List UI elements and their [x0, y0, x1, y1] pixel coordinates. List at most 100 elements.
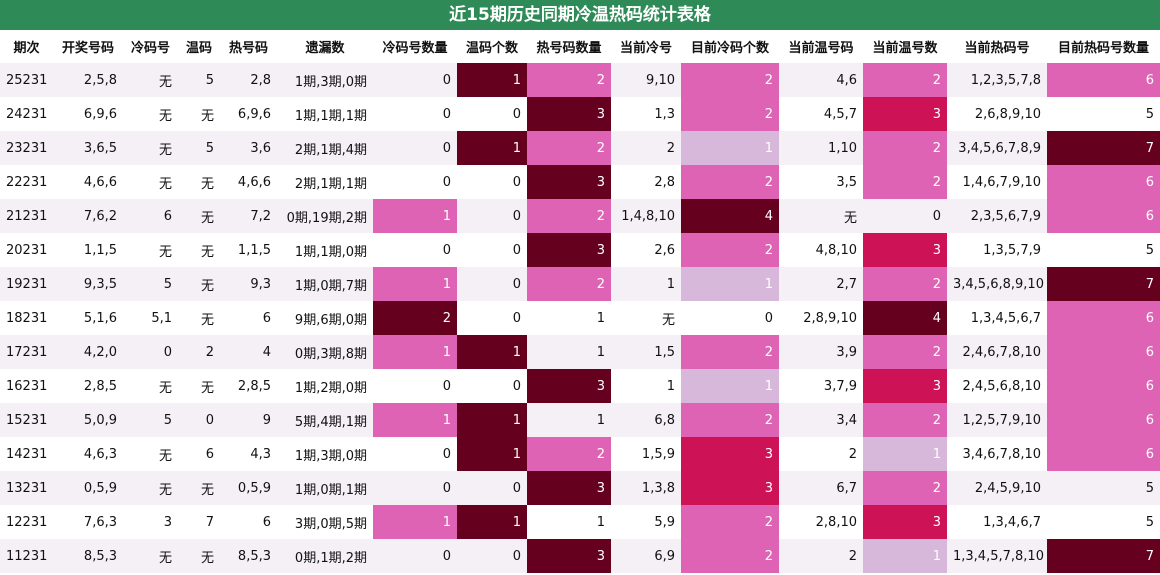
table-cell: 5,9	[611, 505, 681, 539]
table-cell: 4,6,6	[53, 165, 123, 199]
table-cell: 0	[681, 301, 779, 335]
table-cell: 无	[123, 437, 178, 471]
table-cell: 0	[373, 539, 457, 573]
table-cell: 无	[123, 471, 178, 505]
table-cell: 2	[863, 165, 947, 199]
table-cell: 无	[178, 165, 220, 199]
table-cell: 3	[527, 165, 611, 199]
table-cell: 6	[1047, 199, 1160, 233]
table-cell: 2,4,5,9,10	[947, 471, 1047, 505]
table-cell: 1期,2期,0期	[277, 369, 373, 403]
table-cell: 2	[863, 335, 947, 369]
table-cell: 3	[863, 97, 947, 131]
table-cell: 0,5,9	[220, 471, 277, 505]
table-cell: 2	[178, 335, 220, 369]
table-cell: 7	[1047, 539, 1160, 573]
table-cell: 11231	[0, 539, 53, 573]
table-cell: 2	[779, 539, 863, 573]
table-cell: 1	[373, 267, 457, 301]
table-cell: 7	[1047, 267, 1160, 301]
table-row: 19231 9,3,5 5 无 9,3 1期,0期,7期 1 0 2 1 1 2,7 2 3,4,5,6,…	[0, 267, 1160, 301]
table-cell: 2	[681, 165, 779, 199]
table-cell: 2,6	[611, 233, 681, 267]
stats-table: 期次 开奖号码 冷码号 温码 热号码 遗漏数 冷码号数量 温码个数 热号码数量 当前冷号 目前冷码个…	[0, 30, 1160, 573]
table-cell: 1,3,4,5,7,8,10	[947, 539, 1047, 573]
table-cell: 1	[373, 335, 457, 369]
table-cell: 3	[863, 369, 947, 403]
table-cell: 1期,0期,1期	[277, 471, 373, 505]
table-cell: 0	[457, 267, 527, 301]
table-cell: 2	[681, 233, 779, 267]
table-cell: 2,7	[779, 267, 863, 301]
table-cell: 1,2,5,7,9,10	[947, 403, 1047, 437]
table-cell: 2	[681, 403, 779, 437]
table-cell: 2,8,9,10	[779, 301, 863, 335]
table-cell: 4	[681, 199, 779, 233]
table-cell: 3,7,9	[779, 369, 863, 403]
table-cell: 4,5,7	[779, 97, 863, 131]
table-cell: 3	[863, 505, 947, 539]
table-cell: 2,8	[220, 63, 277, 97]
table-cell: 2	[527, 199, 611, 233]
column-header: 当前温号数	[863, 30, 947, 63]
column-header: 当前热码号	[947, 30, 1047, 63]
table-cell: 1	[457, 403, 527, 437]
table-cell: 0期,3期,8期	[277, 335, 373, 369]
column-header: 开奖号码	[53, 30, 123, 63]
table-row: 20231 1,1,5 无无 1,1,5 1期,1期,0期 0 0 3 2,6 2 4,8,10 3 1…	[0, 233, 1160, 267]
table-cell: 5	[178, 63, 220, 97]
table-cell: 2	[863, 131, 947, 165]
table-cell: 1	[611, 369, 681, 403]
table-cell: 3	[527, 233, 611, 267]
table-cell: 5	[1047, 471, 1160, 505]
table-cell: 2期,1期,4期	[277, 131, 373, 165]
table-cell: 16231	[0, 369, 53, 403]
table-cell: 0	[457, 301, 527, 335]
table-cell: 20231	[0, 233, 53, 267]
table-cell: 1	[527, 301, 611, 335]
table-cell: 4	[863, 301, 947, 335]
table-cell: 6	[1047, 369, 1160, 403]
table-cell: 1	[457, 335, 527, 369]
table-cell: 9期,6期,0期	[277, 301, 373, 335]
table-cell: 5	[123, 267, 178, 301]
table-cell: 无	[123, 63, 178, 97]
table-cell: 5,0,9	[53, 403, 123, 437]
table-cell: 无	[178, 97, 220, 131]
table-cell: 6	[1047, 165, 1160, 199]
table-cell: 2	[863, 267, 947, 301]
table-cell: 无	[178, 199, 220, 233]
table-cell: 2	[373, 301, 457, 335]
table-cell: 0	[457, 539, 527, 573]
table-row: 13231 0,5,9 无无 0,5,9 1期,0期,1期 0 0 3 1,3,8 3 6,7 2 2,…	[0, 471, 1160, 505]
table-cell: 0	[457, 165, 527, 199]
table-cell: 0	[123, 335, 178, 369]
table-cell: 2	[681, 97, 779, 131]
table-cell: 0	[373, 131, 457, 165]
table-row: 23231 3,6,5 无 5 3,6 2期,1期,4期 0 1 2 2 1 1,10 2 3,4,5,6…	[0, 131, 1160, 165]
table-cell: 1期,1期,1期	[277, 97, 373, 131]
table-cell: 17231	[0, 335, 53, 369]
table-cell: 9,3,5	[53, 267, 123, 301]
table-cell: 6,7	[779, 471, 863, 505]
table-cell: 无	[178, 539, 220, 573]
table-cell: 1,3,4,6,7	[947, 505, 1047, 539]
table-cell: 3,9	[779, 335, 863, 369]
table-cell: 0期,1期,2期	[277, 539, 373, 573]
table-body: 25231 2,5,8 无 5 2,8 1期,3期,0期 0 1 2 9,10 2 4,6 2 1,2,3…	[0, 63, 1160, 573]
table-cell: 2,3,5,6,7,9	[947, 199, 1047, 233]
table-cell: 无	[123, 97, 178, 131]
column-header: 热号码数量	[527, 30, 611, 63]
table-row: 14231 4,6,3 无 6 4,3 1期,3期,0期 0 1 2 1,5,9 3 2 1 3,4,6,…	[0, 437, 1160, 471]
table-title: 近15期历史同期冷温热码统计表格	[0, 0, 1160, 30]
table-cell: 5,1	[123, 301, 178, 335]
table-cell: 1	[681, 267, 779, 301]
table-cell: 3	[527, 369, 611, 403]
table-cell: 0	[457, 471, 527, 505]
table-cell: 13231	[0, 471, 53, 505]
table-cell: 6	[1047, 63, 1160, 97]
column-header: 温码个数	[457, 30, 527, 63]
table-cell: 1	[457, 63, 527, 97]
table-cell: 1期,0期,7期	[277, 267, 373, 301]
table-cell: 0	[373, 63, 457, 97]
